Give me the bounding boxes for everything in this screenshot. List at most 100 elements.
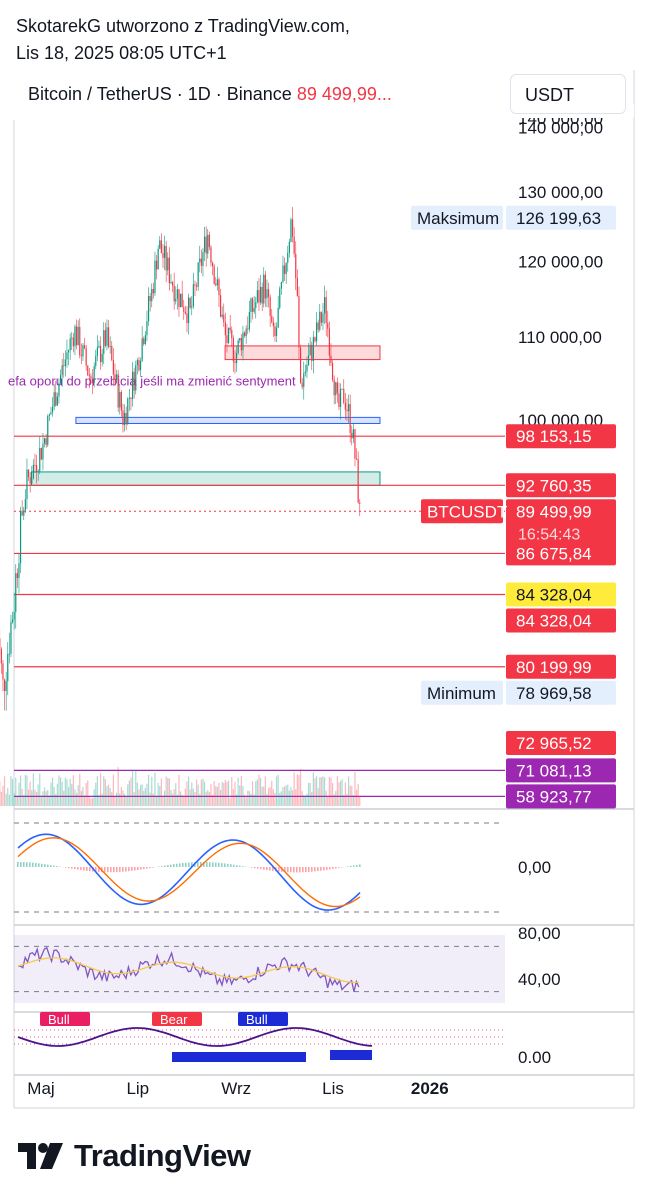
macd-hist-bar (356, 864, 358, 867)
candle-body (347, 404, 350, 412)
macd-hist-bar (257, 867, 259, 869)
x-tick-3: Lis (322, 1079, 344, 1098)
volume-bar (83, 795, 86, 806)
candle-body (295, 253, 297, 279)
volume-bar (269, 787, 271, 806)
zone-box-1 (75, 416, 381, 424)
volume-bar (112, 774, 114, 806)
volume-bar (90, 798, 92, 806)
volume-bar (53, 787, 55, 806)
candle-body (99, 345, 102, 363)
currency-selector-button[interactable]: USDT (510, 74, 626, 114)
macd-hist-bar (269, 867, 271, 871)
candle-body (250, 298, 252, 313)
candle-body (130, 397, 132, 400)
volume-bar (263, 786, 265, 806)
candle-body (66, 352, 68, 360)
candle-body (231, 330, 233, 339)
candle-body (75, 326, 78, 346)
bb-line (17, 1027, 373, 1047)
volume-bar (48, 797, 50, 806)
volume-bar (184, 788, 186, 806)
volume-bar (35, 791, 38, 806)
y-tick-1: 130 000,00 (518, 183, 603, 202)
candle-body (152, 289, 154, 294)
volume-bar (98, 794, 100, 806)
volume-bar (152, 793, 154, 806)
volume-bar (117, 767, 119, 806)
x-tick-1: Lip (126, 1079, 149, 1098)
macd-hist-bar (338, 867, 340, 868)
candle-body (3, 679, 6, 691)
macd-hist-bar (221, 863, 223, 867)
macd-hist-bar (296, 867, 298, 873)
macd-hist-bar (218, 862, 220, 867)
candle-body (114, 374, 116, 380)
candle-body (5, 681, 7, 691)
candle-body (346, 409, 348, 412)
macd-hist-bar (347, 866, 349, 867)
candle-body (79, 326, 81, 356)
price-label-6: 84 328,04 (516, 612, 592, 631)
candle-body (143, 338, 145, 345)
candle-body (131, 371, 134, 400)
volume-bar (42, 791, 44, 806)
volume-bar (114, 796, 116, 806)
volume-bar (135, 770, 137, 806)
volume-bar (320, 777, 322, 806)
candle-body (93, 366, 95, 383)
candle-body (27, 469, 30, 478)
volume-bar (248, 790, 250, 806)
volume-bar (111, 792, 113, 806)
bar-countdown: 16:54:43 (518, 526, 580, 543)
candle-body (165, 245, 167, 271)
volume-bar (307, 782, 310, 806)
volume-bar (335, 790, 337, 806)
volume-bar (51, 777, 54, 806)
candle-body (240, 337, 242, 351)
candle-body (151, 289, 153, 302)
volume-bar (18, 782, 20, 806)
macd-hist-bar (167, 865, 169, 867)
volume-bar (304, 796, 306, 806)
macd-hist-bar (44, 864, 46, 867)
tradingview-logo[interactable]: TradingView (16, 1136, 251, 1176)
volume-bar (211, 794, 214, 806)
volume-bar (67, 787, 70, 806)
volume-bar (255, 781, 257, 806)
volume-bar (157, 782, 159, 806)
bb-zero-label: 0.00 (518, 1048, 551, 1067)
bb-tag-1: Bear (160, 1012, 188, 1027)
candle-body (53, 392, 55, 407)
volume-bar (259, 777, 262, 806)
volume-bar (0, 791, 2, 806)
volume-bar (239, 785, 241, 806)
candle-body (336, 382, 338, 394)
volume-bar (216, 786, 218, 806)
candle-body (21, 511, 23, 516)
macd-hist-bar (287, 867, 289, 873)
volume-bar (282, 787, 284, 806)
volume-bar (207, 790, 209, 806)
volume-bar (93, 789, 95, 806)
volume-bar (234, 781, 236, 806)
candle-body (50, 412, 52, 415)
volume-bar (167, 778, 169, 806)
price-label-bg-7 (506, 654, 616, 679)
volume-bar (242, 786, 244, 806)
candle-body (197, 262, 199, 287)
candle-body (58, 383, 60, 397)
candle-body (59, 374, 62, 384)
candle-body (42, 443, 44, 460)
candle-body (34, 464, 36, 466)
candle-body (74, 326, 76, 347)
volume-bar (175, 783, 177, 806)
candle-body (82, 345, 84, 357)
symbol-legend[interactable]: Bitcoin / TetherUS · 1D · Binance 89 499… (28, 84, 392, 105)
macd-hist-bar (302, 867, 304, 873)
candle-body (208, 234, 210, 248)
macd-hist-bar (74, 867, 76, 870)
candle-body (355, 458, 358, 460)
volume-bar (264, 776, 266, 806)
